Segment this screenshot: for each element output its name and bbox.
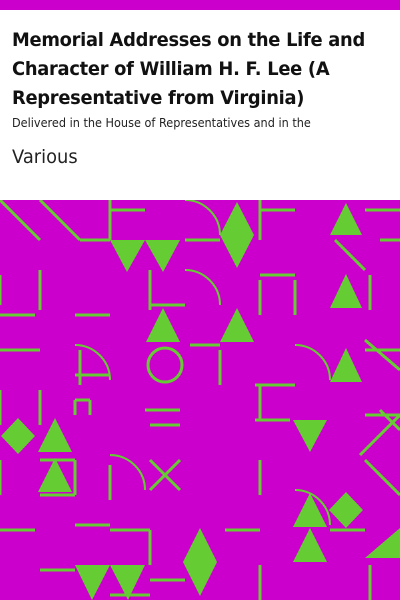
pattern-diamond <box>1 418 35 454</box>
pattern-arc <box>294 344 331 381</box>
pattern-lines <box>0 200 400 600</box>
pattern-triangle <box>110 240 145 272</box>
pattern-line <box>378 408 400 432</box>
book-subtitle: Delivered in the House of Representative… <box>12 116 311 130</box>
pattern-triangle <box>38 458 72 492</box>
pattern-triangle <box>330 203 362 235</box>
pattern-triangle <box>365 528 400 558</box>
pattern-triangle <box>293 493 327 527</box>
pattern-triangle <box>38 418 72 452</box>
pattern-diamond <box>220 202 254 268</box>
pattern-triangle <box>110 565 145 600</box>
pattern-arcs <box>74 200 331 526</box>
pattern-arc <box>294 489 331 526</box>
pattern-diamond <box>183 528 217 596</box>
book-title: Memorial Addresses on the Life and Chara… <box>12 29 365 109</box>
title-block: Memorial Addresses on the Life and Chara… <box>12 26 392 132</box>
pattern-line <box>0 200 42 242</box>
pattern-diamond <box>329 492 363 528</box>
pattern-arc <box>109 454 146 491</box>
top-accent-bar <box>0 0 400 10</box>
pattern-triangle <box>220 308 254 342</box>
pattern-diamonds <box>1 202 363 596</box>
pattern-triangle <box>75 565 110 600</box>
pattern-triangle <box>330 348 362 382</box>
pattern-arc <box>184 269 221 306</box>
pattern-circle <box>146 346 184 384</box>
pattern-line <box>364 338 400 372</box>
pattern-line <box>363 458 400 497</box>
pattern-circles <box>146 346 184 384</box>
pattern-triangle <box>330 274 362 308</box>
cover-pattern <box>0 200 400 600</box>
pattern-line <box>358 413 400 457</box>
pattern-triangle <box>293 420 327 452</box>
pattern-triangle <box>145 240 180 272</box>
pattern-line <box>38 200 82 242</box>
book-author: Various <box>12 146 78 168</box>
pattern-triangles <box>38 203 400 600</box>
pattern-line <box>148 458 182 492</box>
pattern-triangle <box>293 528 327 562</box>
pattern-line <box>333 238 367 272</box>
pattern-triangle <box>146 308 180 342</box>
pattern-arc <box>184 200 221 236</box>
pattern-arc <box>74 344 111 381</box>
